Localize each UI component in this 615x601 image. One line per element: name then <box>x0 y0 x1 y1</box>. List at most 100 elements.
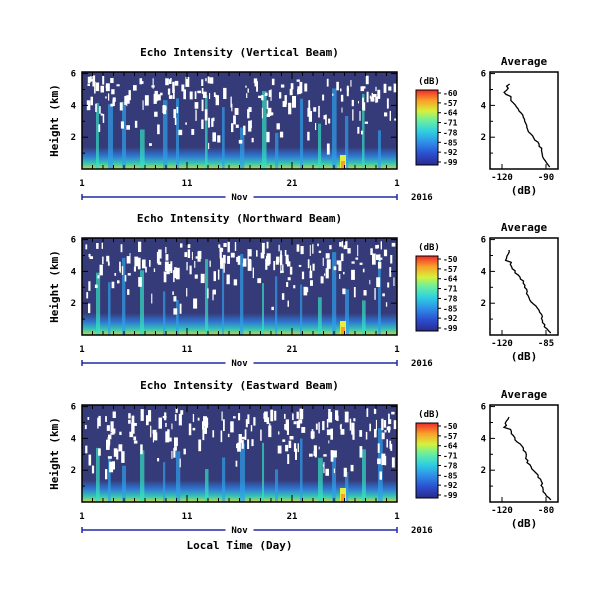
x-axis-label: Local Time (Day) <box>187 539 293 552</box>
colorbar-tick-label: -57 <box>443 99 458 108</box>
panel-title: Echo Intensity (Eastward Beam) <box>140 379 339 392</box>
profile-y-tick-label: 4 <box>481 267 487 277</box>
y-tick-label: 2 <box>71 466 76 476</box>
colorbar-tick-label: -85 <box>443 304 458 313</box>
profile-x-tick-label: -85 <box>538 339 554 349</box>
profile-frame <box>489 237 559 336</box>
colorbar <box>415 422 439 499</box>
profile-x-tick-label: -120 <box>491 339 513 349</box>
colorbar-tick-label: -71 <box>443 119 458 128</box>
profile-y-tick-label: 2 <box>481 133 486 143</box>
colorbar-tick-label: -71 <box>443 452 458 461</box>
colorbar-tick-label: -50 <box>443 255 458 264</box>
profile-average-line <box>504 249 552 334</box>
colorbar-tick-label: -78 <box>443 128 458 137</box>
profile-x-tick-label: -90 <box>538 173 554 183</box>
x-tick-label: 1 <box>79 345 84 355</box>
month-label: Nov <box>231 526 248 536</box>
profile-x-tick-label: -120 <box>491 173 513 183</box>
profile-x-axis-label: (dB) <box>511 350 538 363</box>
profile-title: Average <box>501 55 548 68</box>
colorbar-tick-label: -50 <box>443 422 458 431</box>
y-axis-label: Height (km) <box>48 250 61 323</box>
x-tick-label: 21 <box>287 512 298 522</box>
colorbar-tick-label: -78 <box>443 461 458 470</box>
x-tick-label: 11 <box>182 179 193 189</box>
x-tick-label: 1 <box>394 345 399 355</box>
colorbar-tick-label: -99 <box>443 158 458 167</box>
x-tick-label: 21 <box>287 179 298 189</box>
colorbar <box>415 89 439 166</box>
colorbar-tick-label: -64 <box>443 275 458 284</box>
y-tick-label: 4 <box>71 434 77 444</box>
colorbar-tick-label: -78 <box>443 294 458 303</box>
heatmap-missing-data <box>85 241 396 315</box>
colorbar-tick-label: -85 <box>443 138 458 147</box>
colorbar-tick-label: -99 <box>443 491 458 500</box>
y-tick-label: 2 <box>71 133 76 143</box>
profile-title: Average <box>501 221 548 234</box>
colorbar-tick-label: -64 <box>443 442 458 451</box>
colorbar-tick-label: -57 <box>443 432 458 441</box>
x-tick-label: 11 <box>182 512 193 522</box>
profile-x-tick-label: -120 <box>491 506 513 516</box>
y-tick-label: 6 <box>71 403 76 413</box>
y-tick-label: 2 <box>71 299 76 309</box>
profile-x-axis-label: (dB) <box>511 184 538 197</box>
profile-y-tick-label: 6 <box>481 236 486 246</box>
colorbar-tick-label: -92 <box>443 481 458 490</box>
colorbar-tick-label: -71 <box>443 285 458 294</box>
x-tick-label: 1 <box>394 179 399 189</box>
profile-frame <box>489 71 559 170</box>
profile-y-tick-label: 2 <box>481 299 486 309</box>
profile-y-tick-label: 6 <box>481 403 486 413</box>
colorbar-tick-label: -99 <box>443 324 458 333</box>
x-tick-label: 1 <box>79 512 84 522</box>
y-axis-label: Height (km) <box>48 417 61 490</box>
profile-y-tick-label: 4 <box>481 101 487 111</box>
colorbar-unit: (dB) <box>418 77 440 87</box>
y-tick-label: 6 <box>71 70 76 80</box>
colorbar-tick-label: -57 <box>443 265 458 274</box>
x-tick-label: 1 <box>79 179 84 189</box>
y-tick-label: 4 <box>71 267 77 277</box>
colorbar-tick-label: -92 <box>443 314 458 323</box>
heatmap-plumes <box>96 428 383 502</box>
profile-average-line <box>503 83 551 168</box>
profile-y-tick-label: 4 <box>481 434 487 444</box>
heatmap-plumes <box>96 252 381 335</box>
year-label: 2016 <box>411 193 433 203</box>
heatmap-plumes <box>96 88 381 169</box>
colorbar-tick-label: -92 <box>443 148 458 157</box>
panel-title: Echo Intensity (Northward Beam) <box>137 212 342 225</box>
x-tick-label: 11 <box>182 345 193 355</box>
y-tick-label: 4 <box>71 101 77 111</box>
colorbar <box>415 255 439 332</box>
month-label: Nov <box>231 193 248 203</box>
panel-1: Echo Intensity (Northward Beam) 2 4 6 Height… <box>48 212 559 369</box>
colorbar-unit: (dB) <box>418 410 440 420</box>
colorbar-tick-label: -64 <box>443 109 458 118</box>
year-label: 2016 <box>411 359 433 369</box>
profile-frame <box>489 404 559 503</box>
colorbar-tick-label: -60 <box>443 89 458 98</box>
heatmap-missing-data <box>84 408 397 480</box>
profile-y-tick-label: 2 <box>481 466 486 476</box>
profile-title: Average <box>501 388 548 401</box>
x-tick-label: 21 <box>287 345 298 355</box>
year-label: 2016 <box>411 526 433 536</box>
colorbar-unit: (dB) <box>418 243 440 253</box>
profile-y-tick-label: 6 <box>481 70 486 80</box>
profile-x-axis-label: (dB) <box>511 517 538 530</box>
y-axis-label: Height (km) <box>48 84 61 157</box>
profile-average-line <box>502 416 552 501</box>
panel-title: Echo Intensity (Vertical Beam) <box>140 46 339 59</box>
profile-x-tick-label: -80 <box>538 506 554 516</box>
heatmap-missing-data <box>86 75 397 155</box>
y-tick-label: 6 <box>71 236 76 246</box>
panel-0: Echo Intensity (Vertical Beam) 2 4 6 Height … <box>48 46 559 203</box>
month-label: Nov <box>231 359 248 369</box>
panel-2: Echo Intensity (Eastward Beam) 2 4 6 Height … <box>48 379 559 552</box>
colorbar-tick-label: -85 <box>443 471 458 480</box>
